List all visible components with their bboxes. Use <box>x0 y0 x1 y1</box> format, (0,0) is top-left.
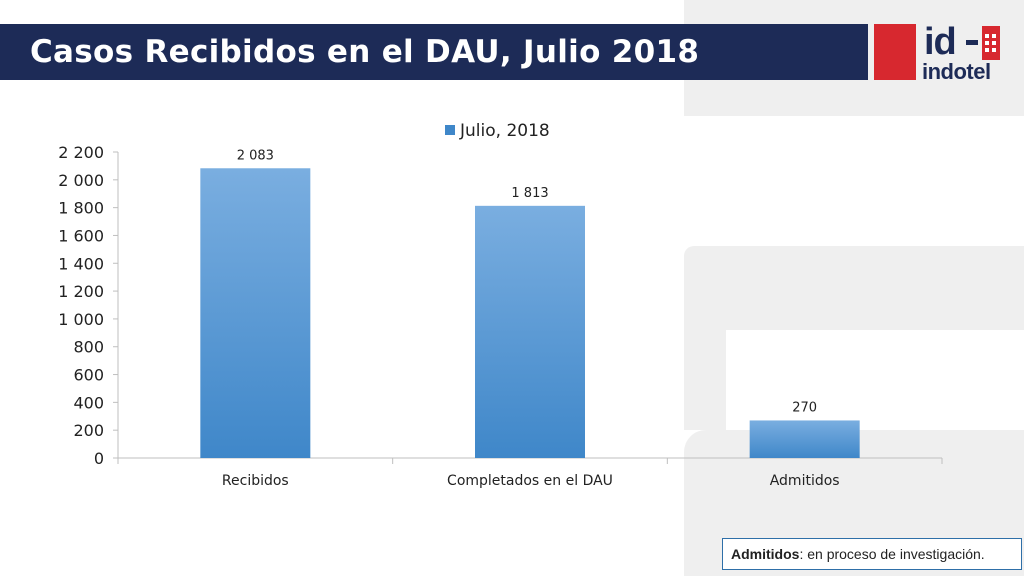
bar <box>749 420 860 458</box>
y-tick-label: 400 <box>73 393 104 412</box>
y-tick-label: 1 600 <box>58 226 104 245</box>
title-accent <box>0 24 8 80</box>
x-tick-label: Admitidos <box>770 473 840 489</box>
y-tick-label: 600 <box>73 366 104 385</box>
page-title: Casos Recibidos en el DAU, Julio 2018 <box>30 34 700 70</box>
logo-id-text: id <box>924 21 957 63</box>
logo-word: indotel <box>922 59 991 84</box>
y-tick-label: 1 000 <box>58 310 104 329</box>
footnote-text: : en proceso de investigación. <box>799 546 985 562</box>
y-tick-label: 800 <box>73 338 104 357</box>
y-tick-label: 2 000 <box>58 171 104 190</box>
footnote-bold: Admitidos <box>731 546 800 562</box>
logo-red-block <box>874 24 916 80</box>
background-panel <box>684 246 1024 330</box>
logo-mark-icon <box>966 26 1000 60</box>
x-tick-label: Completados en el DAU <box>447 473 613 489</box>
footnote-box: Admitidos: en proceso de investigación. <box>722 538 1022 570</box>
y-tick-label: 1 800 <box>58 199 104 218</box>
bar-value-label: 2 083 <box>237 148 274 163</box>
x-axis <box>117 457 943 464</box>
y-tick-label: 0 <box>94 449 104 468</box>
background-cutout <box>726 330 992 430</box>
x-tick-label: Recibidos <box>222 473 289 489</box>
bar <box>200 168 311 459</box>
y-tick-label: 1 200 <box>58 282 104 301</box>
bar-value-label: 270 <box>792 400 817 415</box>
background-panel <box>684 330 726 430</box>
indotel-logo: id indotel <box>874 21 1002 84</box>
legend-swatch <box>445 125 455 135</box>
bar <box>475 205 585 458</box>
legend: Julio, 2018 <box>445 121 550 141</box>
title-bar <box>0 24 868 80</box>
bar-value-label: 1 813 <box>511 186 548 201</box>
background-cutout <box>780 116 1024 246</box>
y-tick-label: 1 400 <box>58 254 104 273</box>
y-tick-label: 2 200 <box>58 143 104 162</box>
legend-label: Julio, 2018 <box>459 121 550 141</box>
y-tick-label: 200 <box>73 421 104 440</box>
background-cutout <box>684 116 780 246</box>
y-axis: 0 200 400 600 800 1 000 1 200 1 400 1 600 1 800 2 … <box>58 143 119 468</box>
bars: 2 083 Recibidos 1 813 Completados en el DAU… <box>200 148 860 489</box>
